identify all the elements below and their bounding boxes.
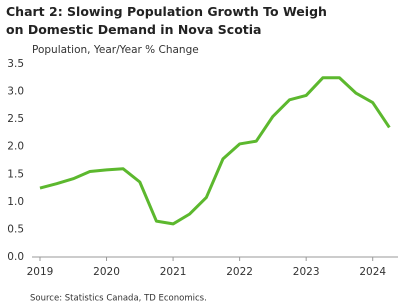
x-tick-label: 2019 [27,266,54,278]
x-tick-label: 2023 [293,266,320,278]
y-tick-label: 1.5 [7,168,24,180]
y-tick-label: 1.0 [7,196,24,208]
x-tick-label: 2021 [160,266,187,278]
source-note: Source: Statistics Canada, TD Economics. [30,294,207,304]
chart-subtitle: Population, Year/Year % Change [32,44,199,56]
y-tick-label: 0.5 [7,223,24,235]
x-tick-label: 2020 [93,266,120,278]
chart-title: Chart 2: Slowing Population Growth To We… [6,4,327,37]
y-tick-label: 3.0 [7,86,24,98]
data-line [39,76,391,226]
x-tick-label: 2022 [226,266,253,278]
y-tick-label: 2.0 [7,141,24,153]
y-tick-label: 3.5 [7,58,24,70]
x-tick-label: 2024 [359,266,386,278]
y-tick-label: 0.0 [7,251,24,263]
y-tick-label: 2.5 [7,113,24,125]
